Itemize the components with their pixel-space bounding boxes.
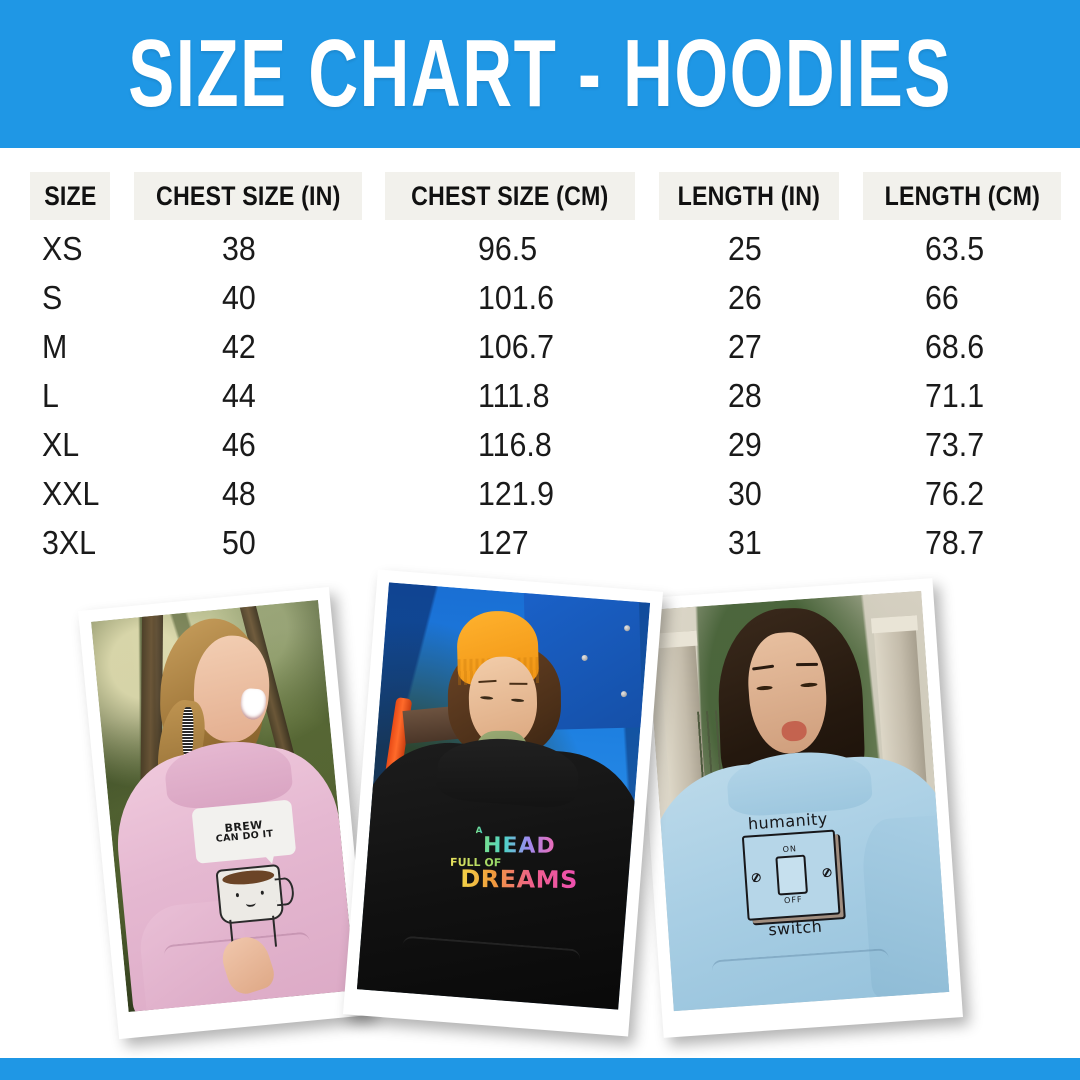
column-header-label: SIZE xyxy=(43,180,97,211)
column-header-length-cm: LENGTH (CM) xyxy=(863,172,1061,220)
cell-chest-cm: 96.5 xyxy=(478,230,538,267)
cell-chest-in: 44 xyxy=(222,377,256,414)
cell-length-in: 28 xyxy=(728,377,762,414)
photo-black-hoodie: A HEAD FULL OF DREAMS xyxy=(342,569,664,1037)
cell-length-in: 30 xyxy=(728,475,762,512)
light-switch-icon: ON OFF xyxy=(742,829,841,921)
column-header-label: CHEST SIZE (IN) xyxy=(155,180,341,211)
cell-length-cm: 78.7 xyxy=(925,524,985,561)
print-line-1: A xyxy=(475,825,483,836)
photo-collage: BREW CAN DO IT xyxy=(0,560,1080,1060)
cell-length-cm: 71.1 xyxy=(925,377,985,414)
model-eyebrow xyxy=(509,682,529,685)
cell-chest-cm: 101.6 xyxy=(478,279,554,316)
footer-bar xyxy=(0,1058,1080,1080)
print-line-4: DREAMS xyxy=(460,864,579,894)
model-lips xyxy=(780,719,808,742)
cell-chest-in: 42 xyxy=(222,328,256,365)
header-banner: SIZE CHART - HOODIES xyxy=(0,0,1080,148)
column-header-length-in: LENGTH (IN) xyxy=(659,172,839,220)
table-row: XS 38 96.5 25 63.5 xyxy=(0,224,1080,273)
size-chart-table: SIZE CHEST SIZE (IN) CHEST SIZE (CM) LEN… xyxy=(0,168,1080,567)
column-header-label: LENGTH (IN) xyxy=(677,180,821,211)
cell-length-cm: 73.7 xyxy=(925,426,985,463)
table-row: XXL 48 121.9 30 76.2 xyxy=(0,469,1080,518)
rainbow-print-graphic: A HEAD FULL OF DREAMS xyxy=(441,805,599,912)
print-line-2: switch xyxy=(767,916,823,940)
column-header-size: SIZE xyxy=(30,172,110,220)
cell-size: XXL xyxy=(42,475,100,512)
cell-size: 3XL xyxy=(42,524,97,561)
photo-image: BREW CAN DO IT xyxy=(91,600,356,1013)
cell-length-cm: 76.2 xyxy=(925,475,985,512)
cell-length-cm: 66 xyxy=(925,279,959,316)
page-title: SIZE CHART - HOODIES xyxy=(128,20,952,127)
switch-rocker xyxy=(774,854,809,897)
speech-bubble-graphic: BREW CAN DO IT xyxy=(191,799,297,864)
cell-chest-in: 50 xyxy=(222,524,256,561)
photo-image: A HEAD FULL OF DREAMS xyxy=(356,582,651,1010)
column-header-label: LENGTH (CM) xyxy=(884,180,1040,211)
cell-length-cm: 68.6 xyxy=(925,328,985,365)
photo-pink-hoodie: BREW CAN DO IT xyxy=(77,586,371,1040)
switch-print-graphic: humanity ON OFF switch xyxy=(716,809,869,963)
photo-image: humanity ON OFF switch xyxy=(645,590,950,1012)
table-row: XL 46 116.8 29 73.7 xyxy=(0,420,1080,469)
cell-size: M xyxy=(42,328,68,365)
cell-chest-cm: 121.9 xyxy=(478,475,554,512)
cell-length-in: 29 xyxy=(728,426,762,463)
photo-blue-hoodie: humanity ON OFF switch xyxy=(633,578,963,1038)
cell-size: XL xyxy=(42,426,80,463)
cup-eye xyxy=(260,890,265,895)
table-header-row: SIZE CHEST SIZE (IN) CHEST SIZE (CM) LEN… xyxy=(0,168,1080,224)
cell-chest-cm: 106.7 xyxy=(478,328,554,365)
cell-size: L xyxy=(42,377,59,414)
cell-chest-cm: 127 xyxy=(478,524,529,561)
cell-size: XS xyxy=(42,230,83,267)
cell-size: S xyxy=(42,279,63,316)
cell-length-cm: 63.5 xyxy=(925,230,985,267)
cell-chest-cm: 111.8 xyxy=(478,377,550,414)
cell-chest-cm: 116.8 xyxy=(478,426,552,463)
cell-chest-in: 46 xyxy=(222,426,256,463)
table-body: XS 38 96.5 25 63.5 S 40 101.6 26 66 M 42… xyxy=(0,224,1080,567)
table-row: M 42 106.7 27 68.6 xyxy=(0,322,1080,371)
screw-icon xyxy=(822,867,832,878)
switch-on-label: ON xyxy=(782,843,798,854)
cell-length-in: 25 xyxy=(728,230,762,267)
cell-length-in: 27 xyxy=(728,328,762,365)
print-line-1: humanity xyxy=(747,809,829,834)
switch-off-label: OFF xyxy=(783,895,803,906)
cell-chest-in: 48 xyxy=(222,475,256,512)
cell-length-in: 31 xyxy=(728,524,762,561)
cell-length-in: 26 xyxy=(728,279,762,316)
table-row: 3XL 50 127 31 78.7 xyxy=(0,518,1080,567)
screw-icon xyxy=(751,872,761,883)
column-header-chest-cm: CHEST SIZE (CM) xyxy=(385,172,635,220)
cell-chest-in: 38 xyxy=(222,230,256,267)
table-row: L 44 111.8 28 71.1 xyxy=(0,371,1080,420)
cup-smile xyxy=(245,899,256,908)
column-header-label: CHEST SIZE (CM) xyxy=(411,180,609,211)
column-header-chest-in: CHEST SIZE (IN) xyxy=(134,172,362,220)
print-line-2: HEAD xyxy=(483,833,557,859)
cup-eye xyxy=(235,893,239,898)
table-row: S 40 101.6 26 66 xyxy=(0,273,1080,322)
cell-chest-in: 40 xyxy=(222,279,256,316)
